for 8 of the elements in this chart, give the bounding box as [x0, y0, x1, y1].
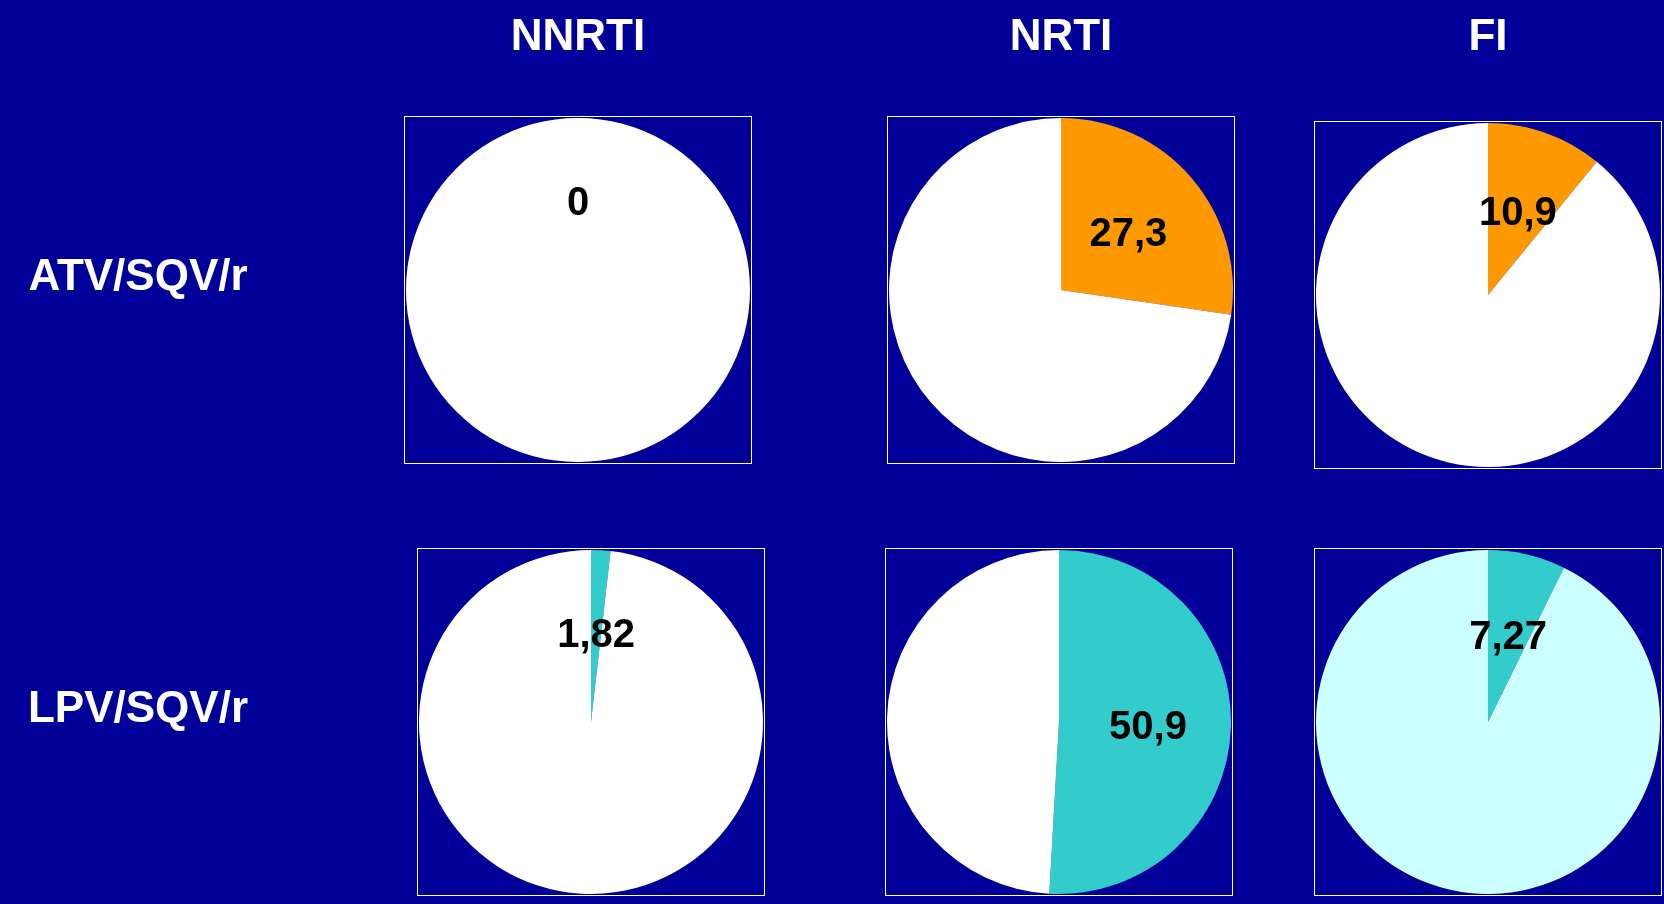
text: ATV/SQV/r: [28, 250, 248, 300]
chart-title: NRTI: [1009, 10, 1113, 60]
data-label: 27,3: [1089, 209, 1168, 254]
text: 0: [566, 179, 590, 223]
chart-title: FI: [1468, 10, 1508, 60]
text: LPV/SQV/r: [27, 682, 249, 732]
chart-title: NNRTI: [510, 10, 646, 60]
data-label: 50,9: [1109, 702, 1187, 747]
